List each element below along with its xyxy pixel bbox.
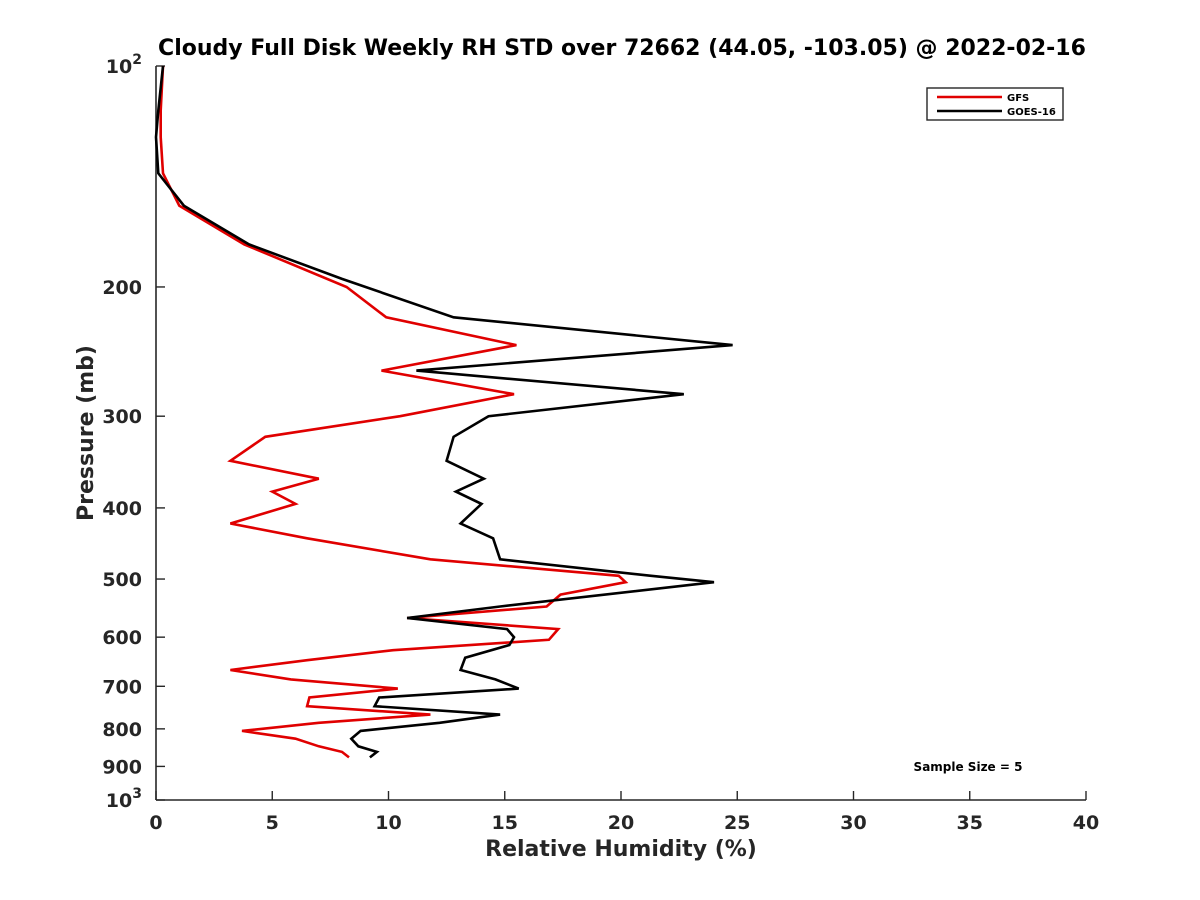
series-line-gfs [159, 65, 629, 759]
y-axis-ticks: 102 200 300 400 500 600 700 800 900 103 [102, 52, 165, 812]
series-layer [154, 65, 733, 759]
y-tick-label: 200 [102, 277, 142, 299]
legend-label: GFS [1007, 93, 1029, 104]
y-tick-label: 102 [106, 52, 142, 78]
x-tick-label: 15 [492, 812, 518, 834]
x-axis-title: Relative Humidity (%) [485, 837, 757, 862]
y-tick-label: 900 [102, 756, 142, 778]
y-tick-label: 300 [102, 406, 142, 428]
legend-label: GOES-16 [1007, 107, 1056, 118]
x-tick-label: 10 [375, 812, 401, 834]
y-tick-label: 400 [102, 498, 142, 520]
chart-legend: GFS GOES-16 [926, 87, 1064, 121]
chart-title: Cloudy Full Disk Weekly RH STD over 7266… [158, 36, 1086, 61]
x-tick-label: 25 [724, 812, 750, 834]
y-tick-label: 600 [102, 627, 142, 649]
y-tick-label: 103 [106, 786, 142, 812]
series-line-goes-16 [154, 65, 733, 759]
x-tick-label: 20 [608, 812, 634, 834]
x-tick-label: 30 [840, 812, 866, 834]
x-tick-label: 35 [957, 812, 983, 834]
x-tick-label: 5 [266, 812, 279, 834]
y-axis-title: Pressure (mb) [74, 345, 99, 521]
x-axis-ticks: 0 5 10 15 20 25 30 35 40 [149, 791, 1099, 834]
sample-size-annotation: Sample Size = 5 [914, 760, 1023, 774]
y-tick-label: 800 [102, 719, 142, 741]
legend-box [926, 87, 1064, 121]
y-tick-label: 500 [102, 569, 142, 591]
y-tick-label: 700 [102, 676, 142, 698]
x-tick-label: 40 [1073, 812, 1099, 834]
x-tick-label: 0 [149, 812, 162, 834]
